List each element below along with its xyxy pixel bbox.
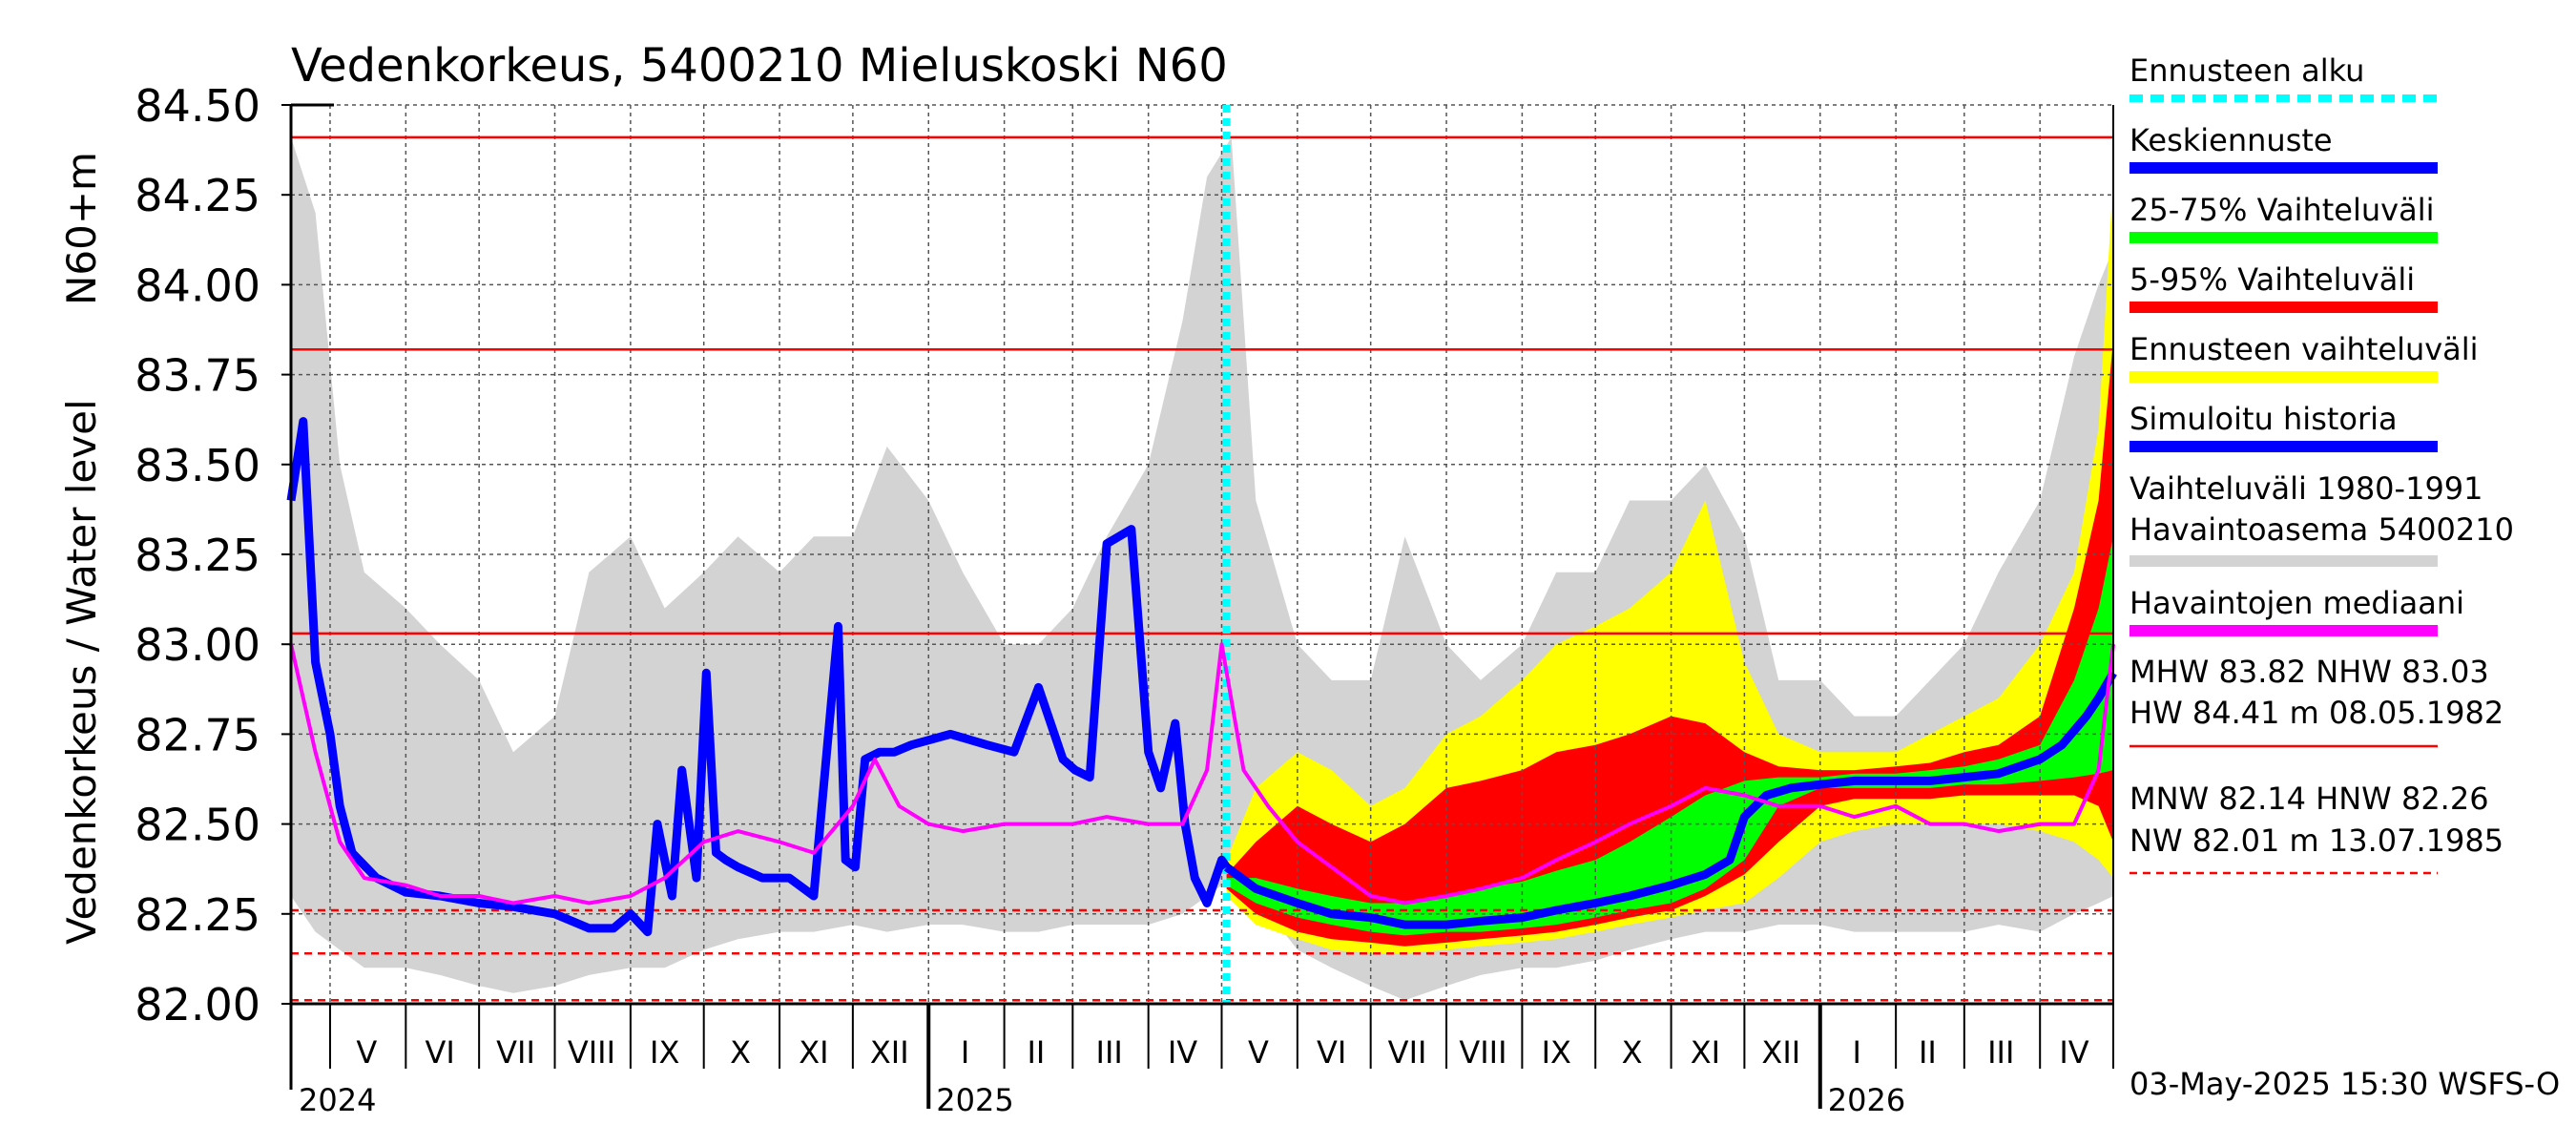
legend-label-3: 5-95% Vaihteluväli: [2129, 261, 2415, 298]
x-month-label-21: II: [1919, 1034, 1937, 1071]
band-5-95-vaihteluv-li: [1226, 338, 2113, 947]
x-month-label-19: XII: [1761, 1034, 1800, 1071]
x-month-label-18: XI: [1691, 1034, 1720, 1071]
y-axis-unit-label: N60+m: [58, 152, 105, 305]
x-month-label-14: VII: [1388, 1034, 1427, 1071]
y-tick-label-0: 84.50: [135, 80, 260, 132]
x-month-label-5: X: [730, 1034, 751, 1071]
series-lines: [286, 105, 2117, 1004]
series-simuloitu-historia: [286, 417, 1231, 937]
legend-label-0: Ennusteen alku: [2129, 52, 2364, 89]
stats-text-1: HW 84.41 m 08.05.1982: [2129, 695, 2503, 731]
x-month-label-7: XII: [870, 1034, 909, 1071]
reference-lines: [291, 135, 2113, 1002]
x-month-label-3: VIII: [568, 1034, 615, 1071]
x-month-label-6: XI: [799, 1034, 828, 1071]
y-tick-label-4: 83.50: [135, 440, 260, 491]
x-month-label-1: VI: [426, 1034, 455, 1071]
stats-text-0: MHW 83.82 NHW 83.03: [2129, 654, 2489, 690]
legend-label-4: Ennusteen vaihteluväli: [2129, 331, 2479, 367]
band-vaihteluv-li-1980-1991-havaintoasema-5400210: [291, 136, 2113, 1001]
x-month-label-10: III: [1096, 1034, 1123, 1071]
chart-title: Vedenkorkeus, 5400210 Mieluskoski N60: [291, 39, 1228, 93]
x-month-label-15: VIII: [1459, 1034, 1506, 1071]
series-keskiennuste: [1223, 671, 2117, 929]
axes: 84.50 84.25 84.00 83.75 83.50 83.25 83.00 82.75…: [135, 80, 2114, 1118]
legend-label-6-b: Havaintoasema 5400210: [2129, 511, 2514, 548]
x-year-label-0: 2024: [299, 1082, 376, 1118]
stats-text-2: MNW 82.14 HNW 82.26: [2129, 781, 2489, 817]
x-month-label-16: IX: [1542, 1034, 1571, 1071]
x-month-label-22: III: [1987, 1034, 2014, 1071]
x-month-label-23: IV: [2059, 1034, 2088, 1071]
x-year-label-1: 2025: [936, 1082, 1013, 1118]
legend-label-7: Havaintojen mediaani: [2129, 585, 2464, 621]
legend: Ennusteen alku Keskiennuste 25-75% Vaihtel…: [2129, 52, 2514, 875]
band-25-75-vaihteluv-li: [1226, 536, 2113, 936]
x-month-label-9: II: [1027, 1034, 1045, 1071]
y-tick-label-3: 83.75: [135, 350, 260, 402]
x-month-label-20: I: [1852, 1034, 1860, 1071]
y-tick-label-1: 84.25: [135, 170, 260, 221]
y-tick-label-2: 84.00: [135, 260, 260, 311]
x-month-label-2: VII: [496, 1034, 535, 1071]
x-month-label-17: X: [1622, 1034, 1643, 1071]
legend-label-6: Vaihteluväli 1980-1991: [2129, 470, 2483, 507]
band-ennusteen-vaihteluv-li: [1226, 177, 2113, 954]
y-axis-label: Vedenkorkeus / Water level: [58, 399, 105, 945]
x-month-label-4: IX: [650, 1034, 679, 1071]
legend-label-2: 25-75% Vaihteluväli: [2129, 192, 2434, 228]
y-tick-label-10: 82.00: [135, 979, 260, 1030]
y-tick-label-7: 82.75: [135, 709, 260, 760]
x-year-label-2: 2026: [1828, 1082, 1905, 1118]
series-havaintojen-mediaani: [289, 642, 2115, 906]
legend-label-5: Simuloitu historia: [2129, 401, 2398, 437]
legend-label-1: Keskiennuste: [2129, 122, 2333, 158]
range-bands: [291, 136, 2113, 1001]
y-tick-label-8: 82.50: [135, 800, 260, 851]
x-month-label-13: VI: [1317, 1034, 1346, 1071]
y-tick-label-9: 82.25: [135, 889, 260, 941]
x-month-label-0: V: [356, 1034, 377, 1071]
footer-timestamp: 03-May-2025 15:30 WSFS-O: [2129, 1066, 2560, 1102]
y-tick-label-6: 83.00: [135, 619, 260, 671]
y-tick-label-5: 83.25: [135, 530, 260, 581]
x-month-label-8: I: [961, 1034, 969, 1071]
x-month-label-11: IV: [1168, 1034, 1197, 1071]
stats-text-3: NW 82.01 m 13.07.1985: [2129, 822, 2503, 859]
x-month-label-12: V: [1248, 1034, 1269, 1071]
